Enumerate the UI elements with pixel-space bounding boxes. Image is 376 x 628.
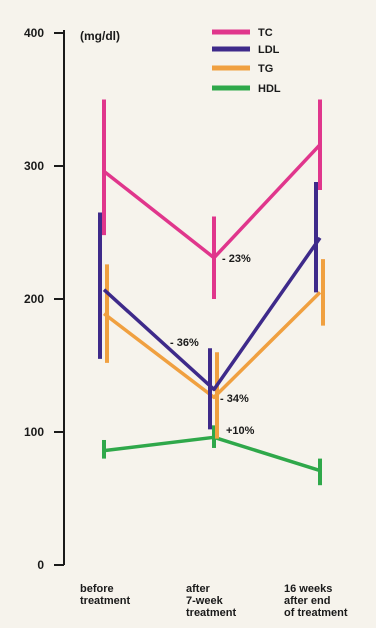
- x-category-labels: before treatment after 7-week treatment 16 we…: [80, 583, 348, 619]
- y-tick-label: 0: [37, 558, 44, 572]
- y-tick-label: 200: [24, 292, 44, 306]
- series-tg-line: [102, 291, 322, 400]
- y-tick-label: 300: [24, 159, 44, 173]
- annotation-ldl: - 36%: [170, 337, 199, 349]
- y-ticks: 0 100 200 300 400: [24, 26, 64, 572]
- annotation-tg: - 34%: [220, 393, 249, 405]
- series-ldl-line: [102, 236, 322, 392]
- series-layer: [98, 99, 325, 486]
- series-tc: [102, 99, 322, 299]
- annotation-hdl: +10%: [226, 425, 255, 437]
- legend-label-ldl: LDL: [258, 44, 280, 56]
- y-unit-label: (mg/dl): [80, 29, 120, 43]
- annotation-tc: - 23%: [222, 253, 251, 265]
- legend: TC LDL TG HDL: [212, 27, 281, 95]
- x-category-label: before treatment: [80, 583, 130, 607]
- series-ldl: [98, 181, 322, 430]
- y-tick-label: 400: [24, 26, 44, 40]
- x-category-label: after 7-week treatment: [186, 583, 236, 619]
- y-tick-label: 100: [24, 425, 44, 439]
- legend-label-hdl: HDL: [258, 83, 281, 95]
- legend-label-tc: TC: [258, 27, 273, 39]
- series-tg: [102, 259, 325, 439]
- x-category-label: 16 weeks after end of treatment: [284, 583, 348, 619]
- annotations: - 23% - 36% - 34% +10%: [170, 253, 255, 437]
- legend-label-tg: TG: [258, 63, 273, 75]
- series-hdl: [102, 425, 322, 486]
